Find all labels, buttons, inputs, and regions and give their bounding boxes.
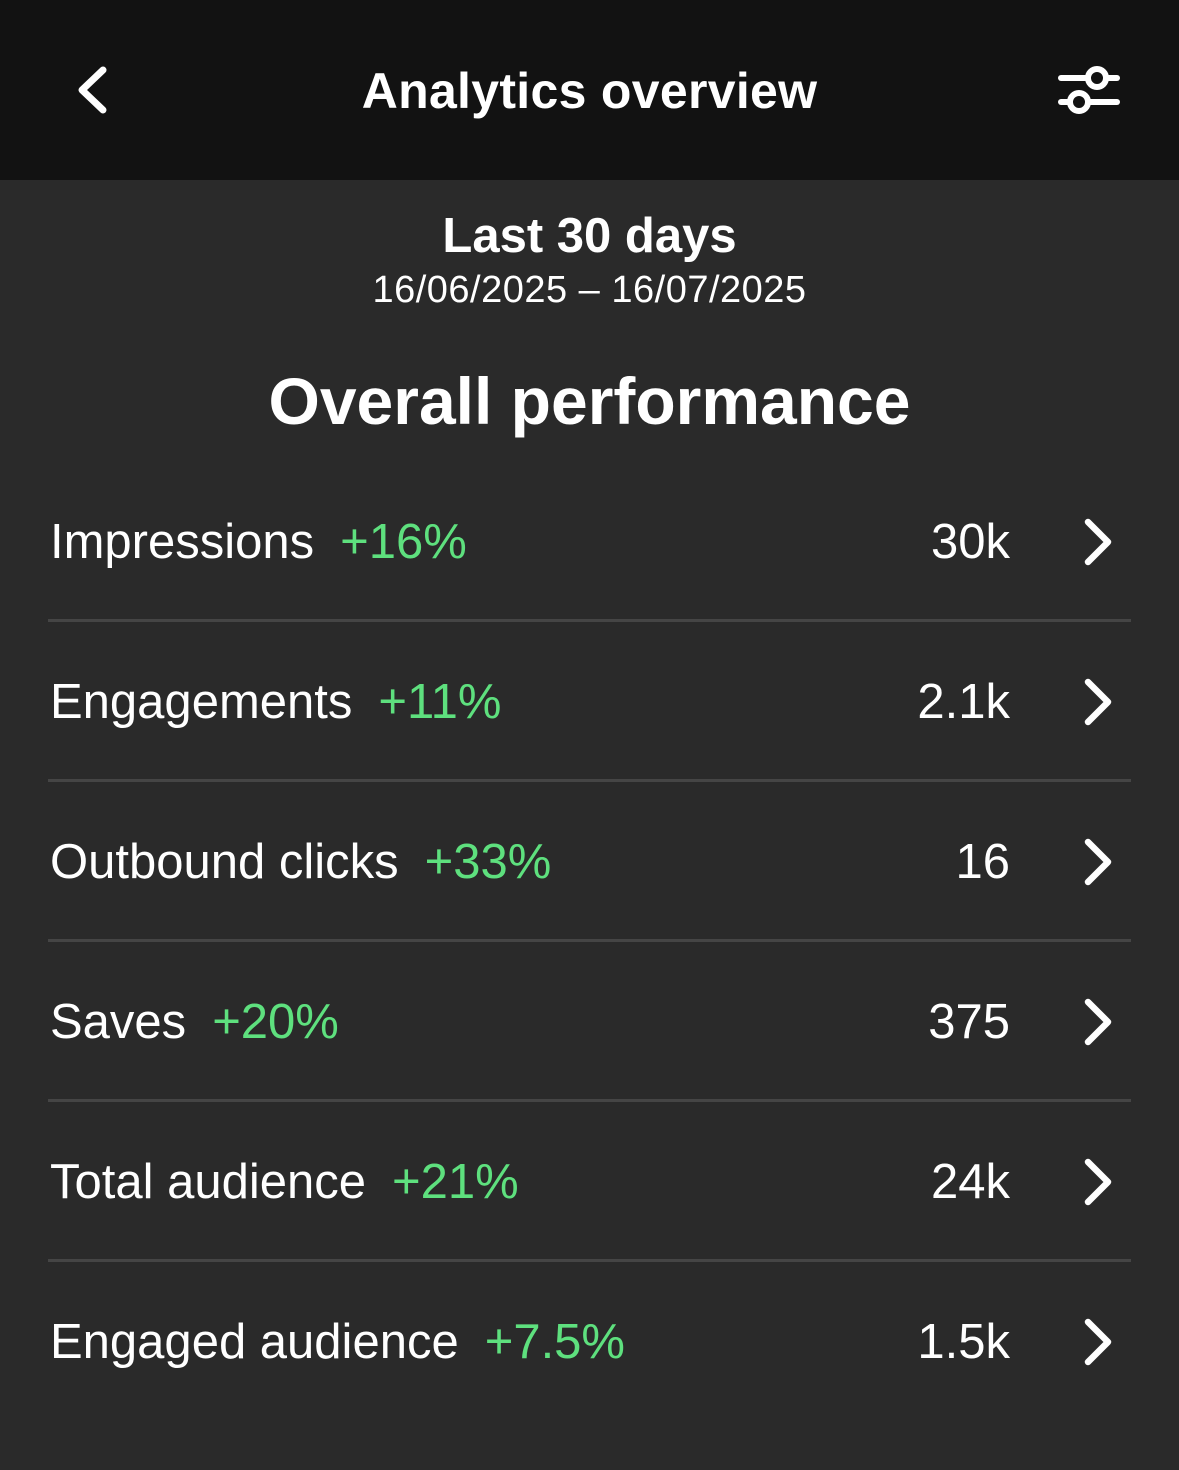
back-button[interactable] [52,50,132,130]
section-title: Overall performance [268,364,911,438]
chevron-right-icon [1084,998,1112,1046]
metric-row-engaged-audience[interactable]: Engaged audience +7.5% 1.5k [48,1262,1131,1422]
metric-change: +21% [392,1155,519,1209]
chevron-right-icon [1084,1318,1112,1366]
metric-value: 24k [930,1155,1010,1209]
chevron-right-icon [1084,838,1112,886]
metric-value: 16 [955,835,1010,889]
metric-row-saves[interactable]: Saves +20% 375 [48,942,1131,1102]
metric-change: +33% [424,835,552,889]
metric-label: Impressions [50,515,315,569]
metric-value: 1.5k [917,1315,1010,1369]
metric-value: 2.1k [917,675,1010,729]
chevron-right-icon [1084,518,1112,566]
metric-row-outbound-clicks[interactable]: Outbound clicks +33% 16 [48,782,1131,942]
metric-row-total-audience[interactable]: Total audience +21% 24k [48,1102,1131,1262]
date-range-label: Last 30 days [442,209,737,263]
sliders-icon [1058,66,1120,114]
metric-change: +16% [340,515,467,569]
metric-value: 375 [928,995,1010,1049]
filter-button[interactable] [1045,50,1133,130]
metric-label: Outbound clicks [50,835,399,889]
chevron-left-icon [78,66,107,114]
date-range-dates: 16/06/2025 – 16/07/2025 [372,269,807,311]
metric-label: Engagements [50,675,353,729]
chevron-right-icon [1084,678,1112,726]
metric-change: +7.5% [484,1315,626,1369]
metric-change: +11% [378,675,502,729]
top-bar: Analytics overview [0,0,1179,180]
metric-change: +20% [212,995,339,1049]
metric-label: Saves [50,995,187,1049]
metric-label: Total audience [50,1155,367,1209]
page-title: Analytics overview [361,63,818,119]
metric-row-impressions[interactable]: Impressions +16% 30k [48,462,1131,622]
chevron-right-icon [1084,1158,1112,1206]
metric-label: Engaged audience [50,1315,459,1369]
metrics-list: Impressions +16% 30k Engagements +11% 2.… [48,462,1131,1422]
metric-row-engagements[interactable]: Engagements +11% 2.1k [48,622,1131,782]
metric-value: 30k [930,515,1010,569]
